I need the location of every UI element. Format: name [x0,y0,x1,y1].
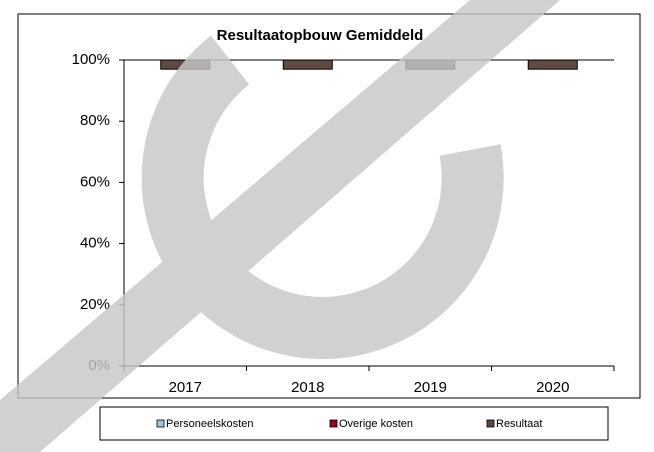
bar-segment [527,59,578,70]
bar-segment [282,59,333,70]
x-tick-label: 2018 [291,379,324,396]
legend-label: Resultaat [496,418,542,430]
x-tick-label: 2020 [536,379,569,396]
legend-label: Personeelskosten [166,418,253,430]
x-tick-label: 2017 [169,379,202,396]
legend-swatch [329,419,338,428]
y-tick-label: 100% [72,51,110,68]
y-tick-label: 80% [80,112,110,129]
y-tick-label: 40% [80,235,110,252]
y-tick-label: 20% [80,296,110,313]
legend-box [99,406,609,441]
y-tick-label: 60% [80,173,110,190]
watermark-band [0,0,560,452]
legend-swatch [486,419,495,428]
legend-label: Overige kosten [339,418,413,430]
chart-title: Resultaatopbouw Gemiddeld [217,27,424,44]
x-tick-label: 2019 [414,379,447,396]
watermark [0,0,560,452]
watermark-ring [141,35,504,359]
legend-swatch [156,419,165,428]
